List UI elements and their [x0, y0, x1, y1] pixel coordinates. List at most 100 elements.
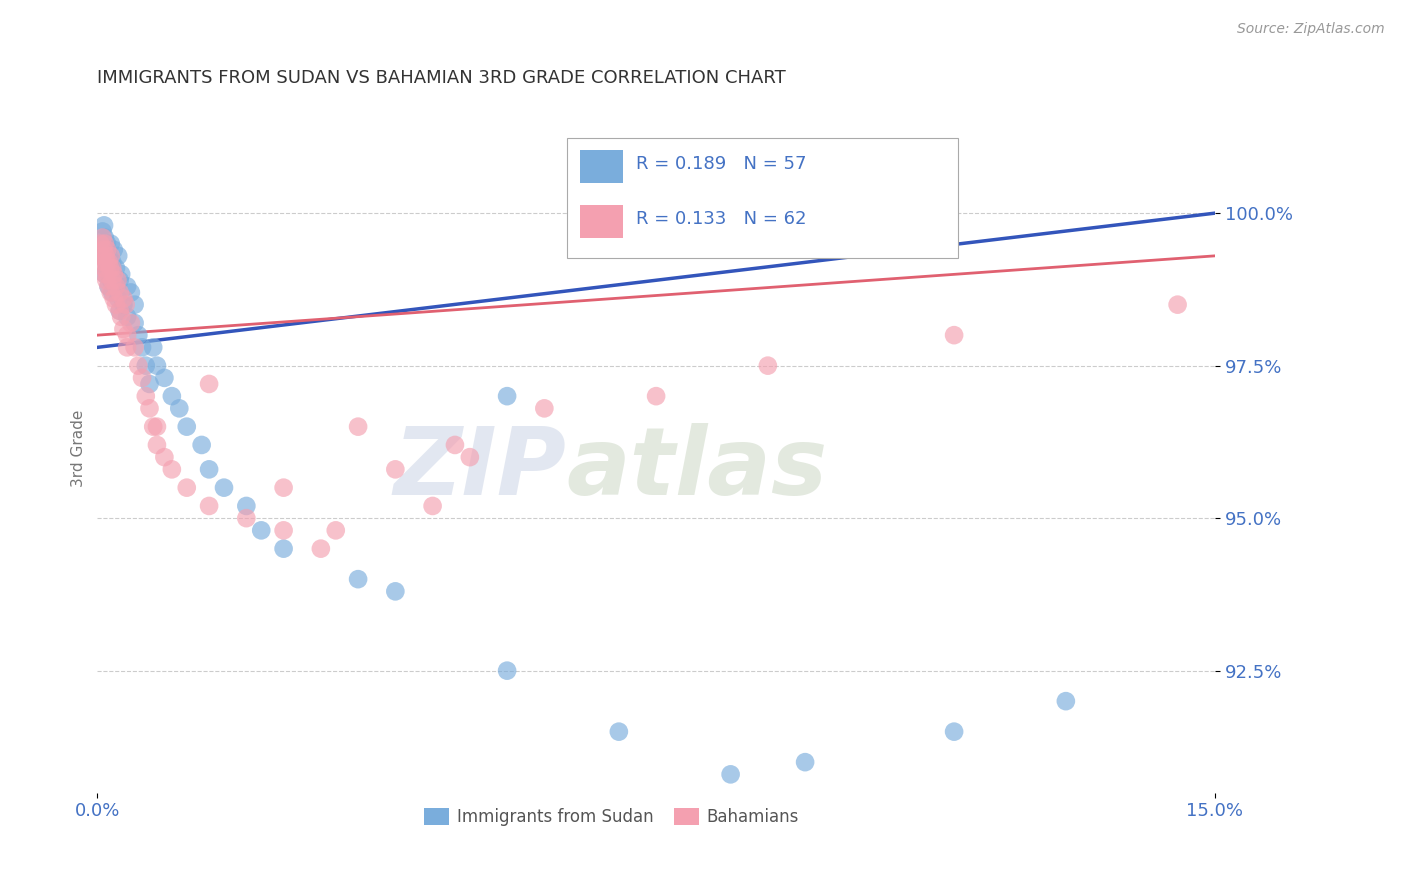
Point: [97, 267, 120, 281]
Point: [115, 279, 138, 293]
Point: [97, 279, 120, 293]
Point: [96, 273, 118, 287]
Point: [104, 279, 127, 293]
Point: [96, 255, 118, 269]
Point: [93, 219, 115, 233]
Point: [422, 499, 444, 513]
Point: [142, 419, 165, 434]
Point: [120, 285, 142, 300]
Text: ZIP: ZIP: [394, 423, 567, 515]
Point: [124, 298, 146, 312]
Point: [96, 261, 118, 276]
Point: [943, 328, 966, 343]
Point: [107, 292, 129, 306]
Point: [91, 243, 114, 257]
FancyBboxPatch shape: [567, 138, 957, 259]
Point: [107, 249, 129, 263]
Point: [98, 261, 121, 276]
Point: [100, 249, 122, 263]
Point: [108, 285, 131, 300]
Point: [496, 389, 519, 403]
Point: [97, 267, 120, 281]
Point: [90, 236, 112, 251]
Point: [112, 322, 135, 336]
Point: [794, 755, 817, 769]
Point: [347, 419, 370, 434]
Point: [112, 292, 135, 306]
Bar: [581, 204, 623, 238]
Text: R = 0.133   N = 62: R = 0.133 N = 62: [636, 211, 807, 228]
Point: [756, 359, 779, 373]
Point: [101, 273, 124, 287]
Point: [93, 261, 115, 276]
Point: [101, 261, 124, 276]
Point: [108, 303, 131, 318]
Point: [496, 664, 519, 678]
Point: [190, 438, 212, 452]
Point: [96, 243, 118, 257]
Point: [533, 401, 555, 416]
Point: [135, 389, 157, 403]
Point: [131, 340, 153, 354]
Point: [90, 249, 112, 263]
Point: [607, 724, 630, 739]
Point: [120, 316, 142, 330]
Point: [142, 340, 165, 354]
Point: [104, 261, 127, 276]
Point: [176, 419, 198, 434]
Point: [97, 255, 120, 269]
Point: [127, 359, 149, 373]
Point: [97, 249, 120, 263]
Point: [138, 401, 160, 416]
Point: [96, 243, 118, 257]
Point: [146, 359, 169, 373]
Point: [91, 230, 114, 244]
Text: IMMIGRANTS FROM SUDAN VS BAHAMIAN 3RD GRADE CORRELATION CHART: IMMIGRANTS FROM SUDAN VS BAHAMIAN 3RD GR…: [97, 69, 786, 87]
Point: [384, 584, 406, 599]
Point: [153, 450, 176, 465]
Point: [89, 236, 111, 251]
Point: [146, 419, 169, 434]
Point: [91, 224, 114, 238]
Point: [115, 310, 138, 324]
Point: [235, 499, 257, 513]
Point: [94, 230, 117, 244]
Point: [160, 462, 183, 476]
Point: [94, 267, 117, 281]
Point: [108, 273, 131, 287]
Point: [101, 267, 124, 281]
Point: [198, 462, 221, 476]
Point: [131, 371, 153, 385]
Point: [94, 267, 117, 281]
Point: [91, 249, 114, 263]
Point: [1054, 694, 1077, 708]
Point: [112, 298, 135, 312]
Point: [212, 481, 235, 495]
Point: [114, 298, 136, 312]
Point: [108, 303, 131, 318]
Point: [104, 279, 127, 293]
Point: [127, 328, 149, 343]
Point: [384, 462, 406, 476]
Point: [347, 572, 370, 586]
Point: [107, 273, 129, 287]
Point: [273, 481, 295, 495]
Legend: Immigrants from Sudan, Bahamians: Immigrants from Sudan, Bahamians: [418, 801, 806, 832]
Point: [146, 438, 169, 452]
Point: [100, 285, 122, 300]
Y-axis label: 3rd Grade: 3rd Grade: [72, 409, 86, 487]
Point: [101, 285, 124, 300]
Point: [325, 524, 347, 538]
Point: [135, 359, 157, 373]
Point: [273, 541, 295, 556]
Point: [444, 438, 467, 452]
Point: [103, 243, 125, 257]
Point: [91, 255, 114, 269]
Point: [100, 273, 122, 287]
Point: [198, 499, 221, 513]
Text: Source: ZipAtlas.com: Source: ZipAtlas.com: [1237, 22, 1385, 37]
Point: [458, 450, 481, 465]
Point: [100, 236, 122, 251]
Point: [104, 298, 127, 312]
Point: [115, 340, 138, 354]
